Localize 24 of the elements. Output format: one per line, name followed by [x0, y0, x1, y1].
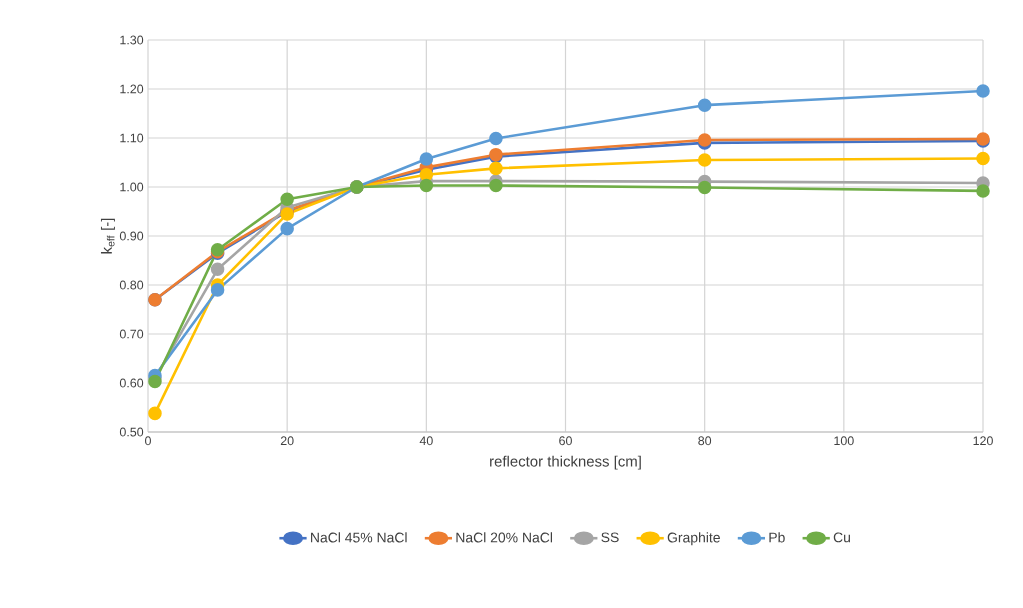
legend-label: Cu — [833, 532, 850, 543]
x-tick-label: 100 — [834, 436, 854, 446]
y-tick-label: 0.50 — [119, 427, 144, 437]
y-tick-label: 1.20 — [120, 84, 144, 94]
y-tick-label: 0.60 — [119, 378, 144, 388]
legend-label: Pb — [769, 532, 785, 543]
x-tick-label: 20 — [280, 436, 294, 446]
x-tick-label: 80 — [698, 436, 712, 446]
legend-label: SS — [601, 532, 619, 543]
x-tick-label: 0 — [145, 436, 151, 446]
y-tick-label: 0.80 — [119, 280, 144, 290]
x-tick-label: 40 — [419, 436, 433, 446]
x-tick-label: 60 — [559, 436, 572, 446]
y-tick-label: 1.30 — [120, 35, 144, 45]
legend-label: NaCl 20% NaCl — [456, 532, 553, 543]
x-tick-label: 120 — [973, 436, 993, 446]
x-axis-title: reflector thickness [cm] — [490, 455, 641, 470]
y-tick-label: 0.70 — [119, 329, 144, 339]
y-axis-title: k$_{eff}$ [-] — [100, 218, 115, 254]
y-tick-label: 0.90 — [119, 231, 144, 241]
legend-label: NaCl 45% NaCl — [311, 532, 407, 543]
y-tick-label: 1.10 — [120, 133, 144, 143]
y-tick-label: 1.00 — [120, 182, 144, 192]
legend-label: Graphite — [667, 532, 720, 546]
